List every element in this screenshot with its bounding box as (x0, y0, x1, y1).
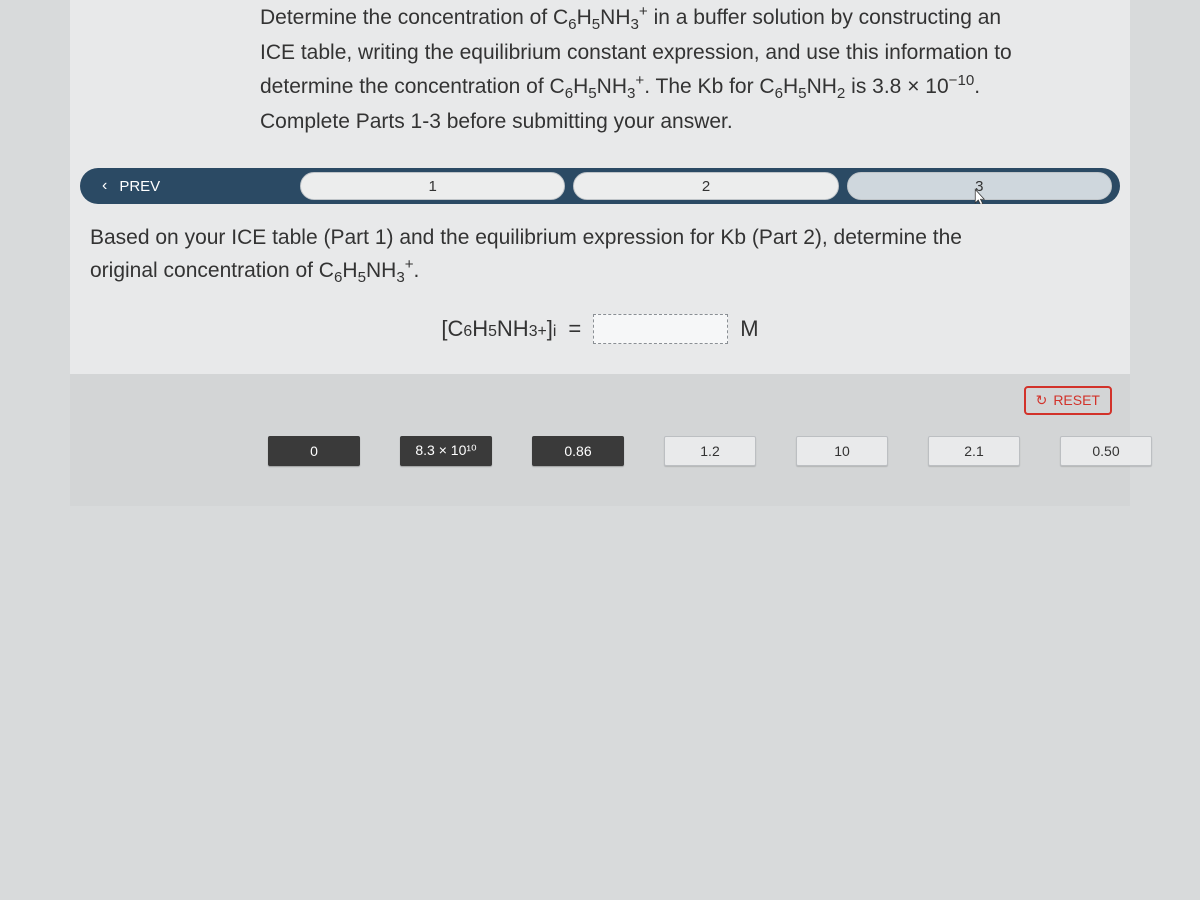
answer-dropzone[interactable] (593, 314, 728, 344)
q-line2: ICE table, writing the equilibrium const… (260, 41, 1012, 64)
chevron-left-icon: ‹ (102, 177, 107, 195)
equals-sign: = (568, 316, 581, 342)
tile-6[interactable]: 0.50 (1060, 436, 1152, 466)
prev-button[interactable]: ‹ PREV (80, 177, 300, 195)
nav-step-2[interactable]: 2 (573, 172, 838, 200)
reset-button[interactable]: ↻ RESET (1024, 386, 1112, 415)
reset-label: RESET (1053, 392, 1100, 408)
answer-tile-area: ↻ RESET 0 8.3 × 10¹⁰ 0.86 1.2 10 2.1 0.5… (70, 374, 1130, 506)
q-line4: Complete Parts 1-3 before submitting you… (260, 110, 733, 133)
tile-5[interactable]: 2.1 (928, 436, 1020, 466)
reset-icon: ↻ (1036, 392, 1048, 409)
part-navigation: ‹ PREV 1 2 3 (80, 168, 1120, 204)
prev-label: PREV (119, 178, 160, 195)
q-line1-post: in a buffer solution by constructing an (648, 6, 1001, 29)
tile-row: 0 8.3 × 10¹⁰ 0.86 1.2 10 2.1 0.50 (88, 436, 1112, 466)
tile-4[interactable]: 10 (796, 436, 888, 466)
nav-steps: 1 2 3 (300, 168, 1120, 204)
q-line3-pre: determine the concentration of C (260, 75, 565, 98)
unit-label: M (740, 316, 758, 342)
equation-lhs: [C6H5NH3+]i (441, 316, 556, 342)
question-panel: Determine the concentration of C6H5NH3+ … (70, 0, 1130, 374)
nav-step-1[interactable]: 1 (300, 172, 565, 200)
tile-0[interactable]: 0 (268, 436, 360, 466)
tile-3[interactable]: 1.2 (664, 436, 756, 466)
part3-instruction: Based on your ICE table (Part 1) and the… (70, 204, 1130, 297)
question-text: Determine the concentration of C6H5NH3+ … (70, 0, 1130, 158)
equation-row: [C6H5NH3+]i = M (70, 298, 1130, 374)
cursor-icon (970, 188, 988, 205)
nav-step-3[interactable]: 3 (847, 172, 1112, 200)
q-line1-pre: Determine the concentration of C (260, 6, 568, 29)
tile-2[interactable]: 0.86 (532, 436, 624, 466)
tile-1[interactable]: 8.3 × 10¹⁰ (400, 436, 492, 466)
